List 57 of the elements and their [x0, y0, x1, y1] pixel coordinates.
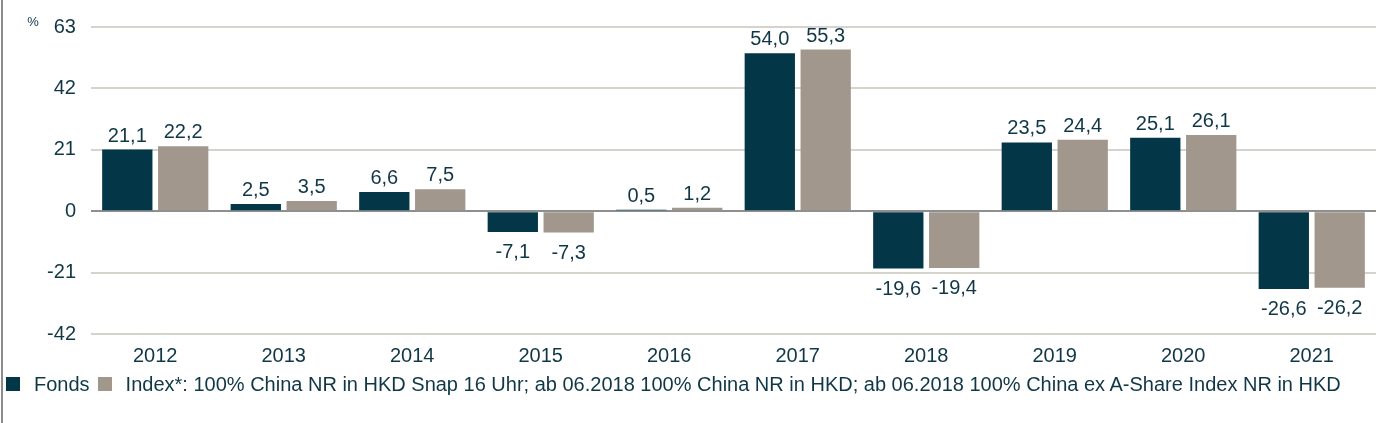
x-tick-label: 2013 [261, 343, 306, 366]
y-tick-label: 42 [53, 75, 76, 98]
bar [543, 212, 594, 233]
data-label: 22,2 [163, 120, 203, 143]
bar [744, 53, 795, 211]
y-tick-label: 21 [53, 137, 76, 160]
x-tick-label: 2014 [390, 343, 435, 366]
y-tick-label: 0 [64, 198, 76, 221]
x-tick-label: 2012 [133, 343, 178, 366]
y-tick-label: 63 [53, 14, 76, 37]
x-tick-label: 2015 [518, 343, 563, 366]
data-label: 6,6 [370, 165, 399, 188]
data-label: 21,1 [107, 123, 147, 146]
legend-label: Fonds [34, 372, 90, 397]
data-label: 54,0 [750, 27, 790, 50]
data-label: 25,1 [1135, 111, 1175, 134]
bar [102, 149, 153, 211]
x-tick-label: 2020 [1161, 343, 1206, 366]
y-axis-title: % [27, 13, 40, 29]
data-label: 55,3 [806, 23, 846, 46]
x-tick-label: 2016 [647, 343, 692, 366]
legend-label: Index*: 100% China NR in HKD Snap 16 Uhr; ab 06.2018 100% China NR in HKD; ab 06.2018 100% China ex A-Share Index NR in HKD [125, 372, 1341, 397]
data-label: -7,3 [551, 241, 586, 264]
data-label: 1,2 [683, 181, 712, 204]
x-tick-label: 2018 [904, 343, 949, 366]
bar [415, 189, 466, 211]
data-label: -26,2 [1316, 296, 1363, 319]
data-label: -26,6 [1261, 297, 1307, 320]
bar [1186, 134, 1237, 211]
data-label: 26,1 [1191, 108, 1231, 131]
data-label: 7,5 [426, 163, 455, 186]
data-label: 23,5 [1007, 116, 1047, 139]
bar [1314, 212, 1365, 288]
data-label: 24,4 [1063, 113, 1103, 136]
bar [487, 212, 538, 232]
x-tick-label: 2021 [1289, 343, 1334, 366]
data-label: -19,6 [875, 277, 922, 300]
x-tick-label: 2017 [775, 343, 820, 366]
bar [1057, 139, 1108, 211]
bar [286, 200, 337, 211]
data-label: -19,4 [931, 276, 977, 299]
bar [158, 146, 209, 211]
x-tick-label: 2019 [1032, 343, 1077, 366]
bar [1001, 142, 1052, 211]
data-label: -7,1 [495, 240, 531, 263]
bar [1130, 137, 1181, 211]
bar [929, 212, 980, 268]
bar [230, 203, 281, 211]
bar [359, 191, 410, 211]
data-label: 2,5 [241, 177, 270, 200]
bar [1258, 212, 1309, 289]
bar [800, 49, 851, 211]
data-label: 0,5 [627, 183, 656, 206]
data-label: 3,5 [297, 174, 326, 197]
y-tick-label: -42 [47, 321, 76, 344]
y-tick-label: -21 [47, 260, 76, 283]
bar [873, 212, 924, 269]
